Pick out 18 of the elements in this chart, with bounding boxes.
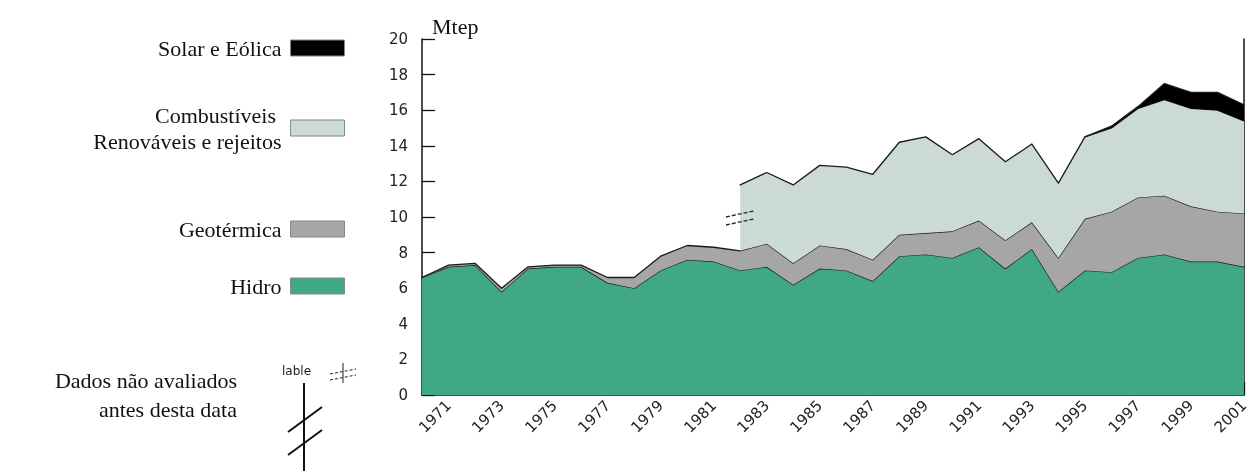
y-tick-label: 8 — [398, 243, 408, 262]
y-tick-label: 14 — [388, 136, 408, 155]
y-tick-label: 6 — [398, 279, 408, 298]
y-tick-label: 16 — [388, 101, 408, 120]
legend-label: Geotérmica — [178, 216, 282, 242]
y-axis-title: Mtep — [432, 13, 479, 39]
text: lable — [282, 364, 312, 379]
legend-label: Hidro — [230, 273, 282, 299]
y-tick-label: 10 — [388, 208, 408, 226]
y-tick-label: 12 — [388, 172, 408, 191]
y-tick-label: 18 — [388, 65, 408, 84]
legend-label: Combustíveis Renováveis e rejeitos — [93, 102, 282, 154]
y-tick-label: 4 — [398, 314, 408, 333]
y-tick-label: 20 — [388, 30, 408, 48]
legend-label: Solar e Eólica — [158, 35, 282, 61]
y-tick-label: 0 — [398, 386, 408, 404]
y-tick-label: 2 — [398, 350, 408, 369]
text: Dados não avaliados antes desta data — [53, 367, 237, 424]
